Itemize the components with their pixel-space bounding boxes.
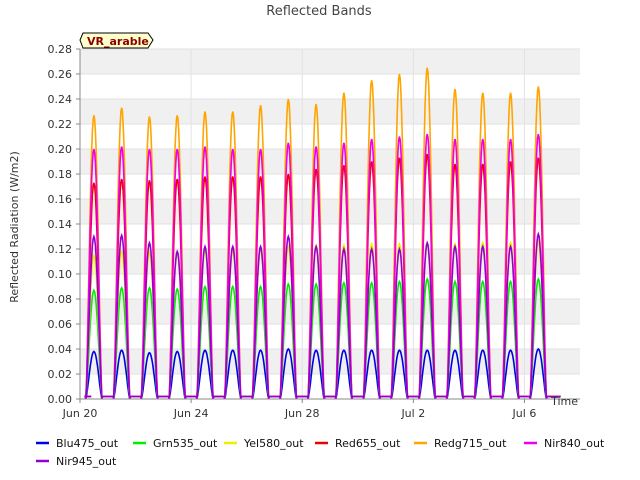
y-tick-label: 0.08 [48,293,73,306]
y-tick-label: 0.24 [48,93,73,106]
series-line-Nir840_out [84,133,561,400]
x-tick-label: Jul 6 [512,407,537,420]
y-tick-label: 0.06 [48,318,73,331]
grid-band [80,49,580,74]
legend-label-Nir945_out: Nir945_out [56,455,117,468]
y-tick-label: 0.18 [48,168,73,181]
y-tick-label: 0.28 [48,43,73,56]
x-tick-label: Jun 20 [62,407,98,420]
y-tick-label: 0.04 [48,343,73,356]
chart-title: Reflected Bands [266,4,372,19]
legend-label-Blu475_out: Blu475_out [56,437,119,450]
grid-band [80,149,580,174]
site-tag-label: VR_arable [87,35,149,48]
y-tick-label: 0.16 [48,193,73,206]
grid-band [80,249,580,274]
legend-label-Nir840_out: Nir840_out [544,437,605,450]
x-tick-label: Jun 24 [173,407,209,420]
x-axis-label: Time [550,395,578,408]
y-tick-label: 0.14 [48,218,73,231]
y-axis-ticks: 0.00 0.02 0.04 0.06 0.08 0.10 0.12 0.14 0.16 0.18… [48,43,80,406]
legend-label-Yel580_out: Yel580_out [243,437,304,450]
y-tick-label: 0.12 [48,243,73,256]
series-line-Nir945_out [84,231,561,400]
series-line-Blu475_out [84,347,561,400]
y-tick-label: 0.10 [48,268,73,281]
grid-band [80,299,580,324]
grid-band [80,99,580,124]
y-axis-label: Reflected Radiation (W/m2) [8,151,21,303]
legend-label-Redg715_out: Redg715_out [434,437,507,450]
y-tick-label: 0.02 [48,368,73,381]
legend-label-Red655_out: Red655_out [335,437,401,450]
site-tag: VR_arable [79,32,154,49]
legend: Blu475_out Grn535_out Yel580_out Red655_out… [36,437,605,468]
grid-band [80,199,580,224]
grid-band [80,349,580,374]
x-tick-label: Jul 2 [400,407,425,420]
legend-label-Grn535_out: Grn535_out [153,437,218,450]
y-tick-label: 0.00 [48,393,73,406]
y-tick-label: 0.20 [48,143,73,156]
plot-area [79,48,580,400]
x-tick-label: Jun 28 [284,407,320,420]
y-tick-label: 0.22 [48,118,73,131]
x-axis-ticks: Jun 20 Jun 24 Jun 28 Jul 2 Jul 6 [62,399,537,420]
y-tick-label: 0.26 [48,68,73,81]
